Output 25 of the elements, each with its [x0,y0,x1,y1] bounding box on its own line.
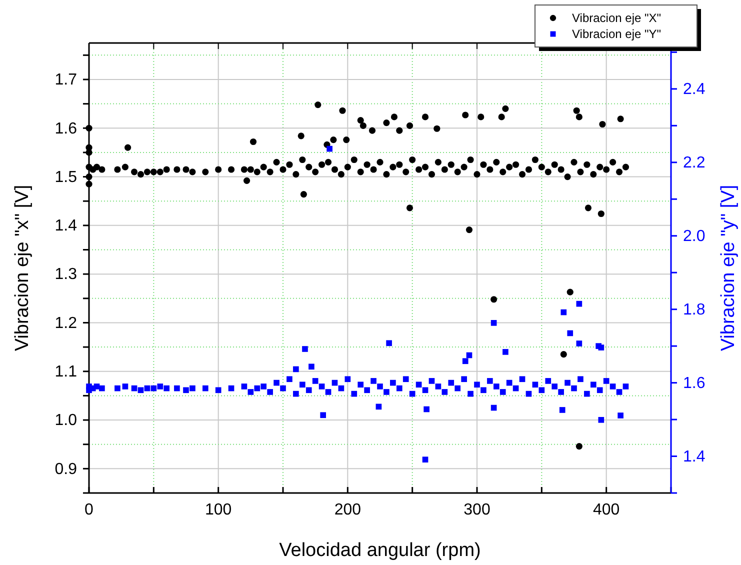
y2-axis-title: Vibracion eje "y" [V] [718,184,739,352]
x-tick-label: 300 [464,501,490,518]
y2-tick-label: 1.4 [683,448,706,466]
x-axis-title: Velocidad angular (rpm) [279,540,481,561]
y-tick-label: 0.9 [54,460,78,478]
y-axis-title: Vibracion eje "x" [V] [12,184,33,352]
y2-tick-label: 2.4 [683,81,706,98]
y-tick-label: 1.4 [54,218,78,235]
y-tick-label: 1.1 [54,364,78,380]
legend-label: Vibracion eje "X" [572,11,662,25]
y2-tick-label: 1.8 [683,301,706,318]
y-tick-label: 1.7 [54,72,78,89]
y2-tick-label: 2.0 [683,228,706,245]
y-tick-label: 1.6 [54,120,78,138]
x-tick-label: 100 [204,501,232,518]
x-tick-label: 200 [334,501,362,518]
y2-tick-label: 1.6 [683,374,706,392]
y-tick-label: 1.0 [54,412,78,430]
y-tick-label: 1.5 [54,168,78,186]
x-tick-label: 0 [84,501,94,518]
legend-label: Vibracion eje "Y" [572,27,662,41]
y-tick-label: 1.3 [54,266,78,284]
y2-tick-label: 2.2 [683,154,706,172]
x-tick-label: 400 [592,501,620,518]
y-tick-label: 1.2 [54,314,78,332]
